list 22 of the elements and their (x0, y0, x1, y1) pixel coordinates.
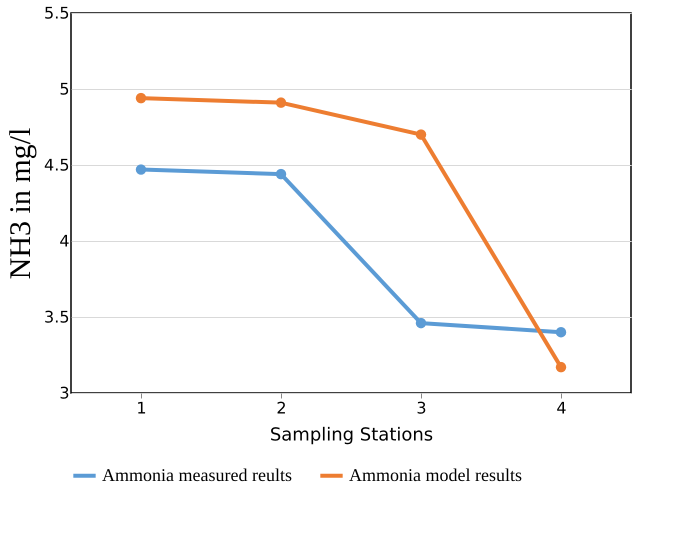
y-tick-label: 4 (59, 232, 70, 250)
y-tick-label: 5 (59, 80, 70, 98)
y-tick-label: 5.5 (44, 4, 70, 22)
x-tick-label: 1 (136, 398, 147, 418)
point (136, 164, 146, 175)
point (556, 362, 566, 372)
point (276, 97, 286, 108)
x-tick-label: 2 (276, 398, 287, 418)
y-tick-label: 4.5 (44, 156, 70, 174)
point (416, 129, 426, 140)
point (276, 168, 286, 180)
y-axis-title: NH3 in mg/l (4, 128, 38, 280)
y-tick-label: 3.5 (44, 308, 70, 326)
y-tick-label: 3 (59, 384, 70, 402)
point (136, 92, 146, 104)
x-tick-label: 3 (416, 398, 427, 418)
point (556, 326, 566, 338)
legend-label: Ammonia model results (349, 464, 522, 485)
legend-label: Ammonia measured reults (102, 464, 292, 485)
x-tick-label: 4 (556, 398, 567, 418)
point (416, 318, 426, 328)
x-axis-title: Sampling Stations (270, 424, 434, 446)
